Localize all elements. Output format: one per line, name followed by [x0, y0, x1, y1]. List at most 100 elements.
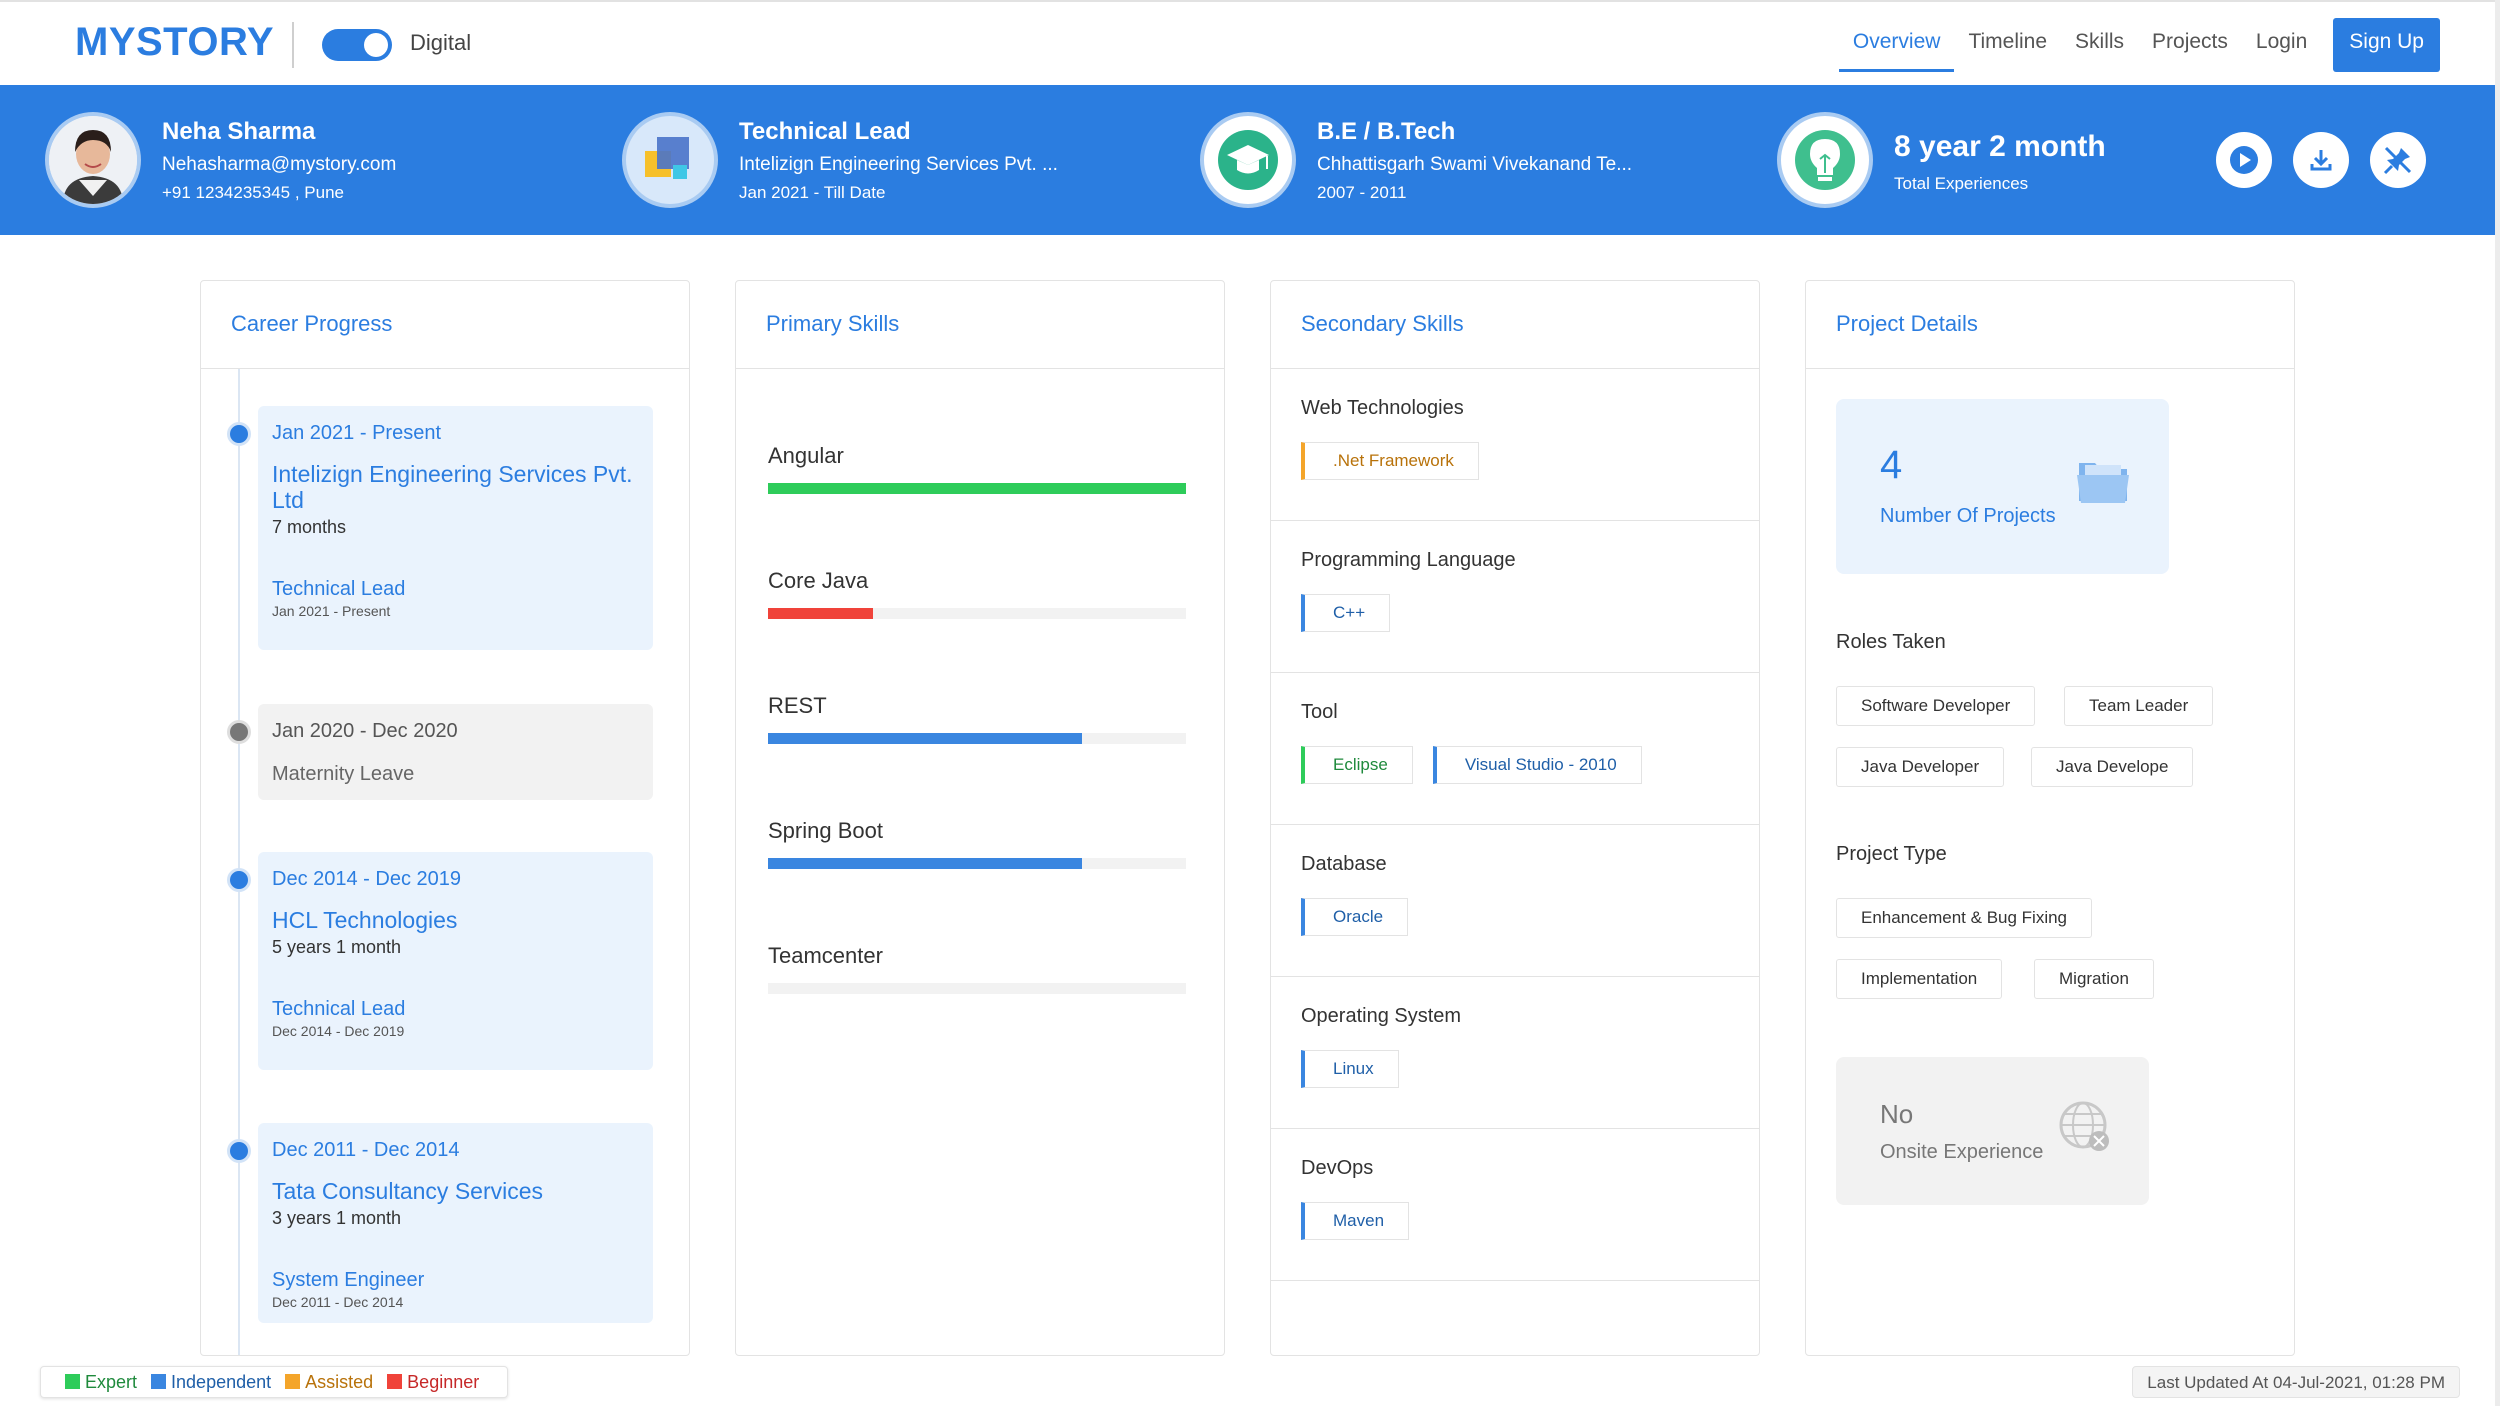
signup-button[interactable]: Sign Up	[2333, 18, 2440, 72]
role-chip[interactable]: Team Leader	[2064, 686, 2214, 726]
skill-group-title: Operating System	[1301, 1005, 1462, 1027]
project-count-label: Number Of Projects	[1880, 505, 2056, 527]
skill-bar-fill	[768, 483, 1186, 494]
pin-off-icon	[2383, 146, 2412, 175]
skill-item: Angular	[768, 443, 1186, 494]
skill-tag[interactable]: Eclipse	[1301, 746, 1413, 784]
timeline-entry[interactable]: Dec 2011 - Dec 2014 Tata Consultancy Ser…	[258, 1123, 653, 1323]
skill-tag[interactable]: .Net Framework	[1301, 442, 1479, 480]
skill-group: DevOps Maven	[1271, 1129, 1759, 1281]
role-chip[interactable]: Java Developer	[1836, 747, 2005, 787]
scrollbar-track[interactable]	[2495, 0, 2500, 1406]
skill-group: Database Oracle	[1271, 825, 1759, 977]
skill-group-title: Tool	[1301, 701, 1338, 723]
top-bar: MYSTORY Digital Overview Timeline Skills…	[0, 0, 2500, 85]
onsite-experience-box: No Onsite Experience	[1836, 1057, 2149, 1205]
skill-bar	[768, 858, 1186, 869]
skill-tag[interactable]: Linux	[1301, 1050, 1399, 1088]
primary-skills-title: Primary Skills	[736, 281, 1224, 369]
project-count: 4	[1880, 443, 1903, 487]
timeline-entry[interactable]: Dec 2014 - Dec 2019 HCL Technologies 5 y…	[258, 852, 653, 1070]
profile-name: Neha Sharma	[162, 118, 316, 145]
skill-group-title: Programming Language	[1301, 549, 1516, 571]
entry-company: Intelizign Engineering Services Pvt. Ltd	[272, 461, 633, 513]
logo[interactable]: MYSTORY	[75, 20, 275, 64]
nav-projects[interactable]: Projects	[2152, 30, 2228, 53]
entry-note: Maternity Leave	[272, 763, 415, 785]
legend-swatch	[285, 1373, 301, 1389]
skill-tag[interactable]: Oracle	[1301, 898, 1409, 936]
legend-swatch	[151, 1373, 167, 1389]
profile-phone-location: +91 1234235345 , Pune	[162, 183, 344, 202]
last-updated: Last Updated At 04-Jul-2021, 01:28 PM	[2132, 1366, 2460, 1398]
entry-duration: 7 months	[272, 517, 347, 537]
toggle-label: Digital	[410, 30, 472, 55]
unpin-button[interactable]	[2370, 132, 2426, 188]
digital-toggle[interactable]	[322, 29, 392, 61]
total-experience-value: 8 year 2 month	[1894, 130, 2106, 163]
timeline-line	[238, 369, 240, 1355]
project-type-chip[interactable]: Implementation	[1836, 959, 2003, 999]
timeline-dot	[227, 868, 251, 892]
skill-group-title: Database	[1301, 853, 1387, 875]
legend-swatch	[65, 1373, 80, 1389]
skill-tag[interactable]: Visual Studio - 2010	[1432, 746, 1642, 784]
skill-item: REST	[768, 693, 1186, 744]
project-type-chip[interactable]: Enhancement & Bug Fixing	[1836, 898, 2093, 938]
skill-bar	[768, 483, 1186, 494]
skill-bar	[768, 733, 1186, 744]
skill-group: Operating System Linux	[1271, 977, 1759, 1129]
entry-role-range: Dec 2011 - Dec 2014	[272, 1294, 404, 1310]
legend-label: Independent	[171, 1371, 272, 1392]
skill-name: REST	[768, 693, 827, 718]
skill-item: Teamcenter	[768, 943, 1186, 994]
graduation-cap-icon	[1200, 112, 1296, 208]
timeline-entry[interactable]: Jan 2021 - Present Intelizign Engineerin…	[258, 406, 653, 650]
job-title: Technical Lead	[739, 118, 911, 145]
skill-bar	[768, 983, 1186, 994]
entry-duration: 3 years 1 month	[272, 1208, 402, 1228]
lightbulb-icon	[1777, 112, 1873, 208]
project-type-chip[interactable]: Migration	[2034, 959, 2154, 999]
skill-bar	[768, 608, 1186, 619]
role-chip[interactable]: Java Develope	[2031, 747, 2194, 787]
onsite-label: Onsite Experience	[1880, 1141, 2044, 1163]
project-details-card: Project Details 4 Number Of Projects Rol…	[1805, 280, 2295, 1356]
play-icon	[2230, 146, 2258, 174]
skill-name: Angular	[768, 443, 844, 468]
skill-bar-fill	[768, 733, 1082, 744]
timeline-dot	[227, 422, 251, 446]
entry-role: Technical Lead	[272, 578, 406, 600]
download-icon	[2310, 150, 2332, 171]
primary-skills-card: Primary Skills Angular Core Java REST Sp…	[735, 280, 1225, 1356]
entry-duration: 5 years 1 month	[272, 937, 402, 957]
skill-tag[interactable]: Maven	[1301, 1202, 1410, 1240]
nav-overview[interactable]: Overview	[1838, 18, 1955, 72]
timeline-dot	[227, 720, 251, 744]
legend-item: Beginner	[387, 1372, 479, 1393]
legend-item: Independent	[151, 1372, 271, 1393]
nav-login[interactable]: Login	[2255, 30, 2308, 53]
download-button[interactable]	[2293, 132, 2349, 188]
skill-name: Core Java	[768, 568, 869, 593]
profile-banner: Neha Sharma Nehasharma@mystory.com +91 1…	[0, 85, 2495, 235]
role-chip[interactable]: Software Developer	[1836, 686, 2036, 726]
nav-timeline[interactable]: Timeline	[1968, 30, 2048, 53]
timeline-dot	[227, 1139, 251, 1163]
skill-item: Core Java	[768, 568, 1186, 619]
nav-skills[interactable]: Skills	[2075, 30, 2125, 53]
skill-legend: Expert Independent Assisted Beginner	[40, 1366, 509, 1398]
career-progress-card: Career Progress Jan 2021 - Present Intel…	[200, 280, 690, 1356]
play-button[interactable]	[2216, 132, 2272, 188]
legend-label: Beginner	[407, 1371, 480, 1392]
project-details-title: Project Details	[1806, 281, 2294, 369]
legend-swatch	[387, 1373, 403, 1389]
entry-role: System Engineer	[272, 1269, 425, 1291]
skill-tag[interactable]: C++	[1301, 594, 1391, 632]
main-nav: Overview Timeline Skills Projects Login …	[1838, 18, 2440, 72]
project-count-box[interactable]: 4 Number Of Projects	[1836, 399, 2169, 574]
globe-icon	[2057, 1099, 2113, 1160]
onsite-value: No	[1880, 1099, 1914, 1129]
skill-name: Teamcenter	[768, 943, 883, 968]
timeline-entry-leave[interactable]: Jan 2020 - Dec 2020 Maternity Leave	[258, 704, 653, 800]
